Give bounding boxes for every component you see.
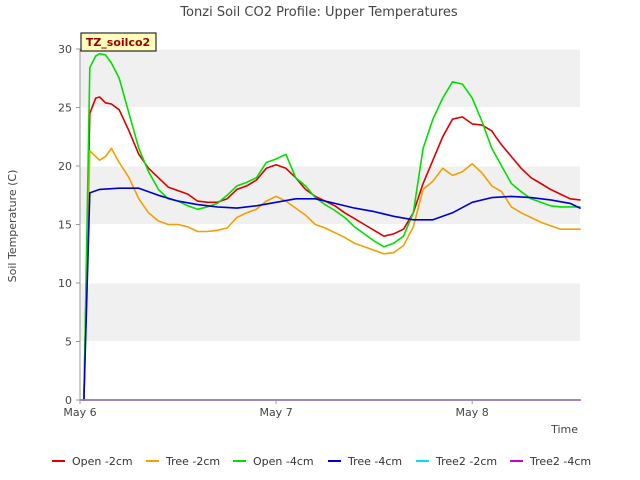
series-line-open-4cm [83, 52, 581, 401]
y-tick-labels: 0 5 10 15 20 25 30 [58, 43, 80, 407]
background-bands [80, 49, 580, 400]
x-tick-label: May 8 [456, 406, 489, 419]
chart-title: Tonzi Soil CO2 Profile: Upper Temperatur… [179, 5, 458, 20]
annotation-box [80, 32, 157, 52]
background-band [80, 49, 580, 108]
legend-item: Tree2 -4cm [510, 455, 591, 468]
dataset-annotation: TZ_soilco2 [80, 32, 157, 52]
background-band [80, 224, 580, 283]
y-tick-label: 30 [58, 43, 72, 56]
legend-label: Open -2cm [72, 455, 133, 468]
x-tick-labels: May 6 May 7 May 8 [63, 400, 489, 419]
series-line-tree-4cm [83, 187, 581, 401]
background-band [80, 166, 580, 225]
x-tick-label: May 7 [259, 406, 292, 419]
legend-item: Open -2cm [52, 455, 133, 468]
background-band [80, 107, 580, 166]
background-band [80, 341, 580, 400]
legend: Open -2cm Tree -2cm Open -4cm Tree -4cm Tree… [52, 455, 591, 468]
legend-label: Tree2 -4cm [529, 455, 591, 468]
y-tick-label: 20 [58, 160, 72, 173]
y-tick-label: 10 [58, 277, 72, 290]
legend-label: Tree -4cm [347, 455, 402, 468]
y-tick-label: 0 [65, 394, 72, 407]
series-line-tree-2cm [83, 147, 581, 401]
x-tick-label: May 6 [63, 406, 96, 419]
y-tick-label: 15 [58, 219, 72, 232]
background-band [80, 283, 580, 342]
legend-item: Tree2 -2cm [416, 455, 497, 468]
legend-item: Open -4cm [233, 455, 314, 468]
x-axis-label: Time [550, 423, 578, 436]
y-tick-label: 5 [65, 336, 72, 349]
y-axis-label: Soil Temperature (C) [6, 170, 19, 283]
legend-item: Tree -2cm [146, 455, 220, 468]
y-tick-label: 25 [58, 102, 72, 115]
legend-label: Tree2 -2cm [435, 455, 497, 468]
annotation-label: TZ_soilco2 [86, 36, 150, 49]
legend-label: Tree -2cm [165, 455, 220, 468]
legend-label: Open -4cm [253, 455, 314, 468]
legend-item: Tree -4cm [328, 455, 402, 468]
